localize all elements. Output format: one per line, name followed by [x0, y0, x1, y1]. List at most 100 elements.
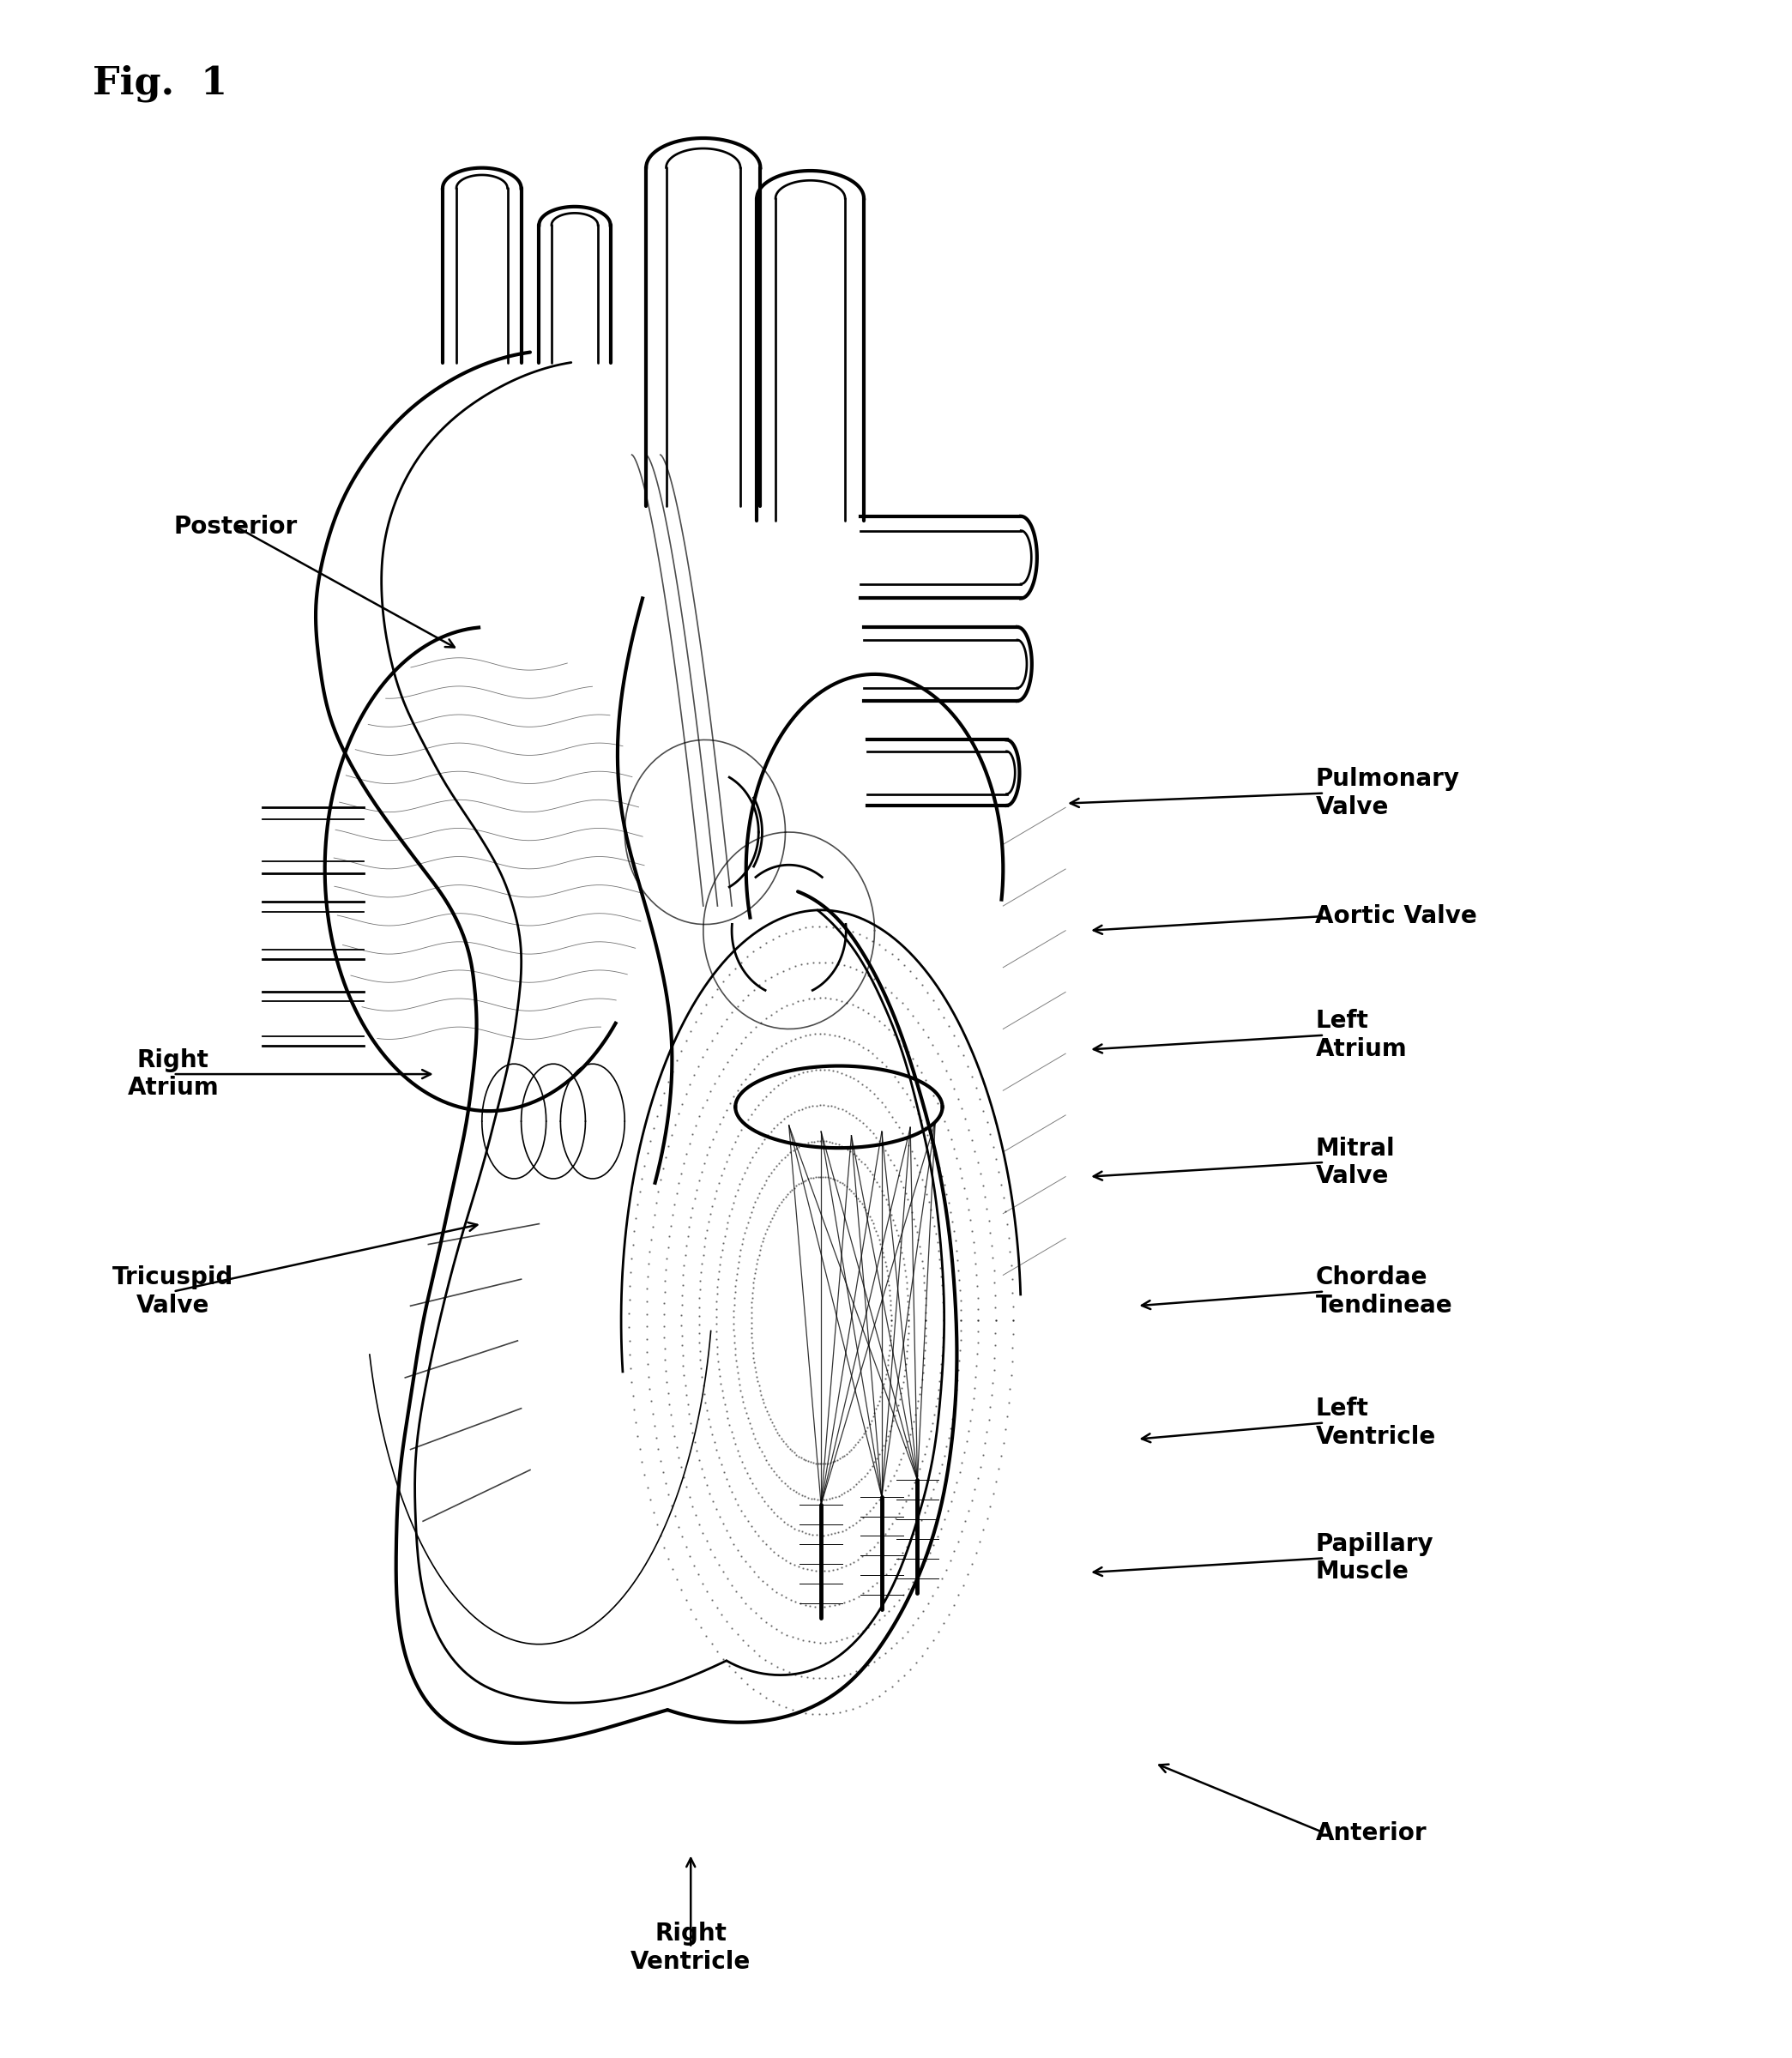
- Point: [665, 1511, 694, 1544]
- Point: [887, 1371, 916, 1404]
- Point: [738, 1276, 767, 1309]
- Point: [919, 1529, 948, 1562]
- Point: [667, 1299, 695, 1332]
- Point: [928, 1447, 957, 1480]
- Point: [688, 1360, 717, 1393]
- Point: [903, 1459, 932, 1492]
- Point: [944, 1354, 973, 1387]
- Point: [796, 1589, 824, 1622]
- Point: [824, 1696, 853, 1729]
- Point: [928, 1305, 957, 1338]
- Point: [627, 1163, 656, 1196]
- Point: [898, 1196, 926, 1229]
- Point: [722, 1344, 751, 1377]
- Point: [955, 1404, 984, 1436]
- Point: [769, 1424, 797, 1457]
- Point: [737, 1301, 765, 1334]
- Point: [616, 1352, 645, 1385]
- Point: [640, 1410, 668, 1443]
- Point: [805, 910, 833, 943]
- Point: [643, 1099, 672, 1132]
- Point: [772, 1430, 801, 1463]
- Point: [883, 1159, 912, 1192]
- Point: [616, 1241, 645, 1274]
- Point: [790, 1091, 819, 1124]
- Point: [830, 1132, 858, 1165]
- Point: [797, 1126, 826, 1159]
- Point: [874, 1274, 903, 1307]
- Point: [866, 928, 894, 961]
- Point: [656, 1220, 685, 1253]
- Point: [878, 1198, 907, 1231]
- Point: [876, 1632, 905, 1665]
- Point: [620, 1214, 649, 1247]
- Point: [862, 1041, 891, 1074]
- Point: [643, 1175, 672, 1208]
- Point: [901, 1646, 930, 1679]
- Point: [891, 1122, 919, 1155]
- Point: [708, 1233, 737, 1266]
- Point: [751, 1124, 780, 1157]
- Point: [679, 1117, 708, 1150]
- Point: [774, 1657, 803, 1690]
- Point: [702, 1307, 731, 1340]
- Point: [814, 1519, 842, 1552]
- Point: [932, 1430, 961, 1463]
- Point: [823, 1056, 851, 1089]
- Point: [792, 912, 821, 945]
- Point: [776, 1136, 805, 1169]
- Point: [831, 1513, 860, 1546]
- Point: [701, 1426, 729, 1459]
- Point: [702, 1338, 731, 1371]
- Point: [672, 1529, 701, 1562]
- Point: [907, 1362, 935, 1395]
- Point: [724, 1074, 753, 1107]
- Point: [900, 1406, 928, 1439]
- Point: [733, 1206, 762, 1239]
- Point: [720, 1126, 749, 1159]
- Point: [896, 1418, 925, 1451]
- Point: [871, 1675, 900, 1708]
- Point: [918, 1202, 946, 1235]
- Point: [733, 1401, 762, 1434]
- Point: [633, 1284, 661, 1317]
- Point: [744, 1181, 772, 1214]
- Point: [855, 1453, 883, 1486]
- Point: [948, 1447, 977, 1480]
- Point: [740, 1262, 769, 1294]
- Point: [631, 1148, 659, 1181]
- Point: [656, 1208, 685, 1241]
- Point: [667, 1451, 695, 1484]
- Point: [726, 1369, 754, 1401]
- Point: [616, 1255, 645, 1288]
- Point: [810, 1017, 839, 1050]
- Point: [878, 1410, 907, 1443]
- Point: [819, 1554, 848, 1587]
- Point: [805, 982, 833, 1015]
- Point: [713, 1605, 742, 1638]
- Point: [722, 1264, 751, 1297]
- Point: [910, 1111, 939, 1144]
- Point: [715, 1138, 744, 1171]
- Point: [663, 1564, 692, 1597]
- Point: [853, 1574, 882, 1607]
- Point: [821, 1589, 849, 1622]
- Point: [887, 1231, 916, 1264]
- Point: [783, 986, 812, 1019]
- Point: [724, 1533, 753, 1566]
- Point: [794, 1626, 823, 1659]
- Point: [717, 1192, 745, 1225]
- Point: [688, 1091, 717, 1124]
- Point: [969, 1513, 998, 1546]
- Point: [839, 1583, 867, 1616]
- Point: [919, 1474, 948, 1506]
- Point: [652, 1253, 681, 1286]
- Point: [753, 1120, 781, 1152]
- Point: [810, 1519, 839, 1552]
- Point: [756, 1531, 785, 1564]
- Point: [876, 1552, 905, 1585]
- Point: [799, 1126, 828, 1159]
- Point: [763, 1416, 792, 1449]
- Point: [728, 947, 756, 980]
- Point: [679, 1490, 708, 1523]
